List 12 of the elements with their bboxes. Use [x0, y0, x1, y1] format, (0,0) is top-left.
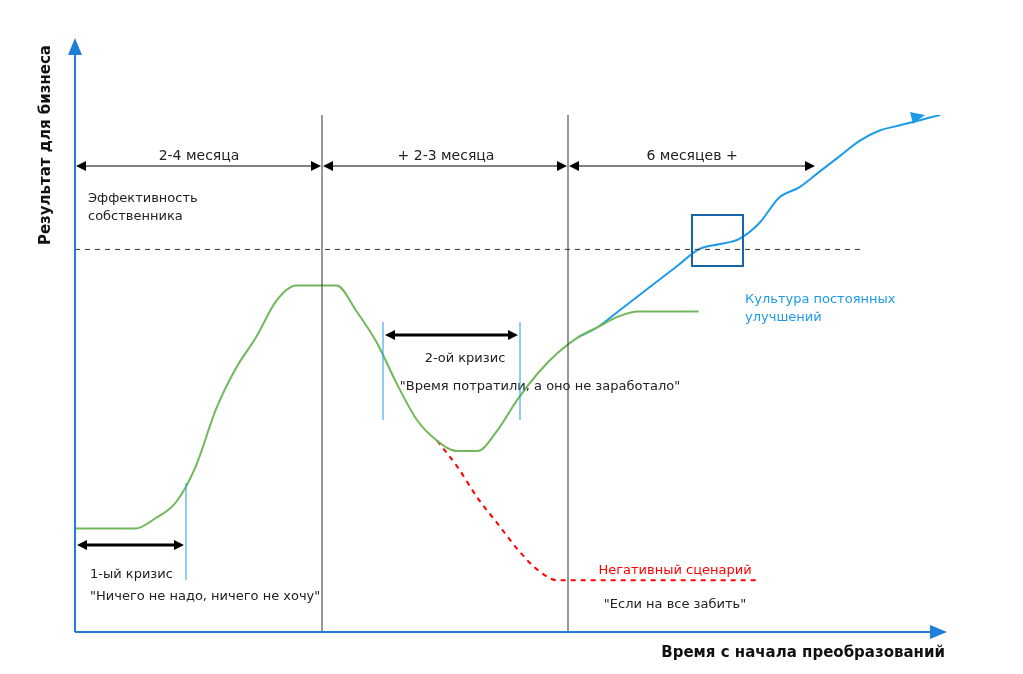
annotation: 1-ый кризис — [90, 566, 173, 581]
ref-line-label: Эффективность собственника — [88, 190, 198, 223]
annotation: 2-4 месяца — [158, 147, 240, 163]
text: Культура постоянных улучшений — [745, 291, 896, 324]
series-label: Негативный сценарий — [598, 562, 752, 577]
annotation: 6 месяцев + — [646, 147, 738, 163]
x-axis-title: Время с начала преобразований — [661, 643, 945, 661]
annotation: "Если на все забить" — [603, 596, 747, 611]
annotation: "Ничего не надо, ничего не хочу" — [90, 588, 321, 603]
y-axis-title: Результат для бизнеса — [36, 45, 54, 246]
annotation: 2-ой кризис — [424, 350, 506, 365]
annotation: + 2-3 месяца — [397, 147, 495, 163]
